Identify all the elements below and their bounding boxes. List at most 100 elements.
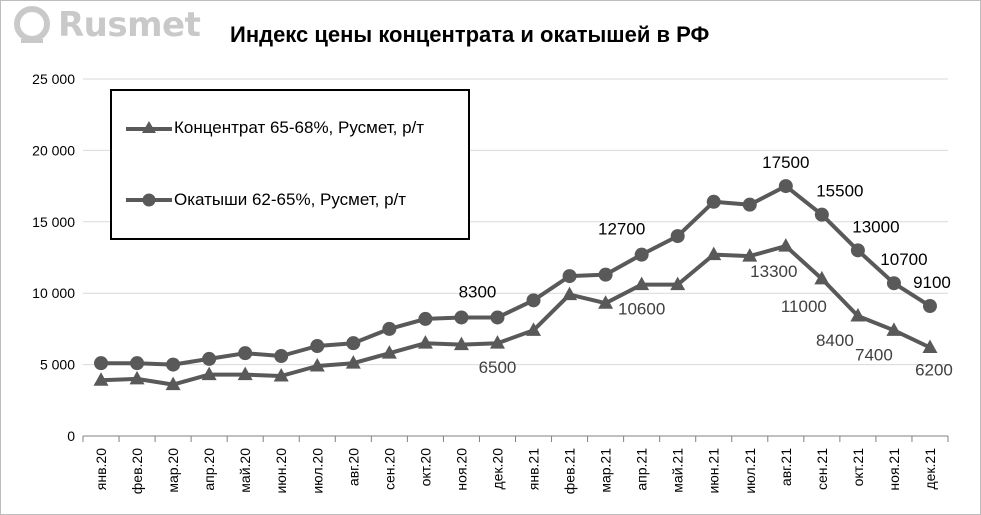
pellets-point [166,357,181,372]
pellets-point [130,356,145,371]
x-tick-label: июл.21 [742,448,758,494]
pellets-point [562,269,577,284]
x-tick-label: авг.21 [778,448,794,486]
pellets-point [238,346,253,361]
concentrate-point [562,286,578,301]
pellets-point [778,179,793,194]
x-tick-label: июн.21 [706,448,722,494]
data-label-concentrate: 11000 [781,297,827,316]
pellets-point [742,197,757,212]
legend-circle-marker-icon [126,193,172,207]
data-label-pellets: 10700 [880,250,927,269]
concentrate-point [417,335,433,349]
concentrate-point [778,238,794,252]
pellets-point [814,207,829,222]
data-label-pellets: 8300 [459,282,497,301]
data-label-pellets: 12700 [598,220,645,239]
concentrate-point [706,246,722,261]
pellets-point [346,336,361,351]
data-label-concentrate: 10600 [618,300,665,319]
pellets-point [922,299,937,314]
data-label-concentrate: 6500 [479,358,517,377]
legend-item-pellets: Окатыши 62-65%, Русмет, р/т [126,190,406,210]
x-tick-label: янв.21 [526,448,542,490]
y-tick-label: 25 000 [32,71,75,87]
pellets-point [310,339,325,354]
x-tick-label: дек.21 [922,448,938,490]
concentrate-point [273,368,289,382]
y-tick-label: 5 000 [40,357,75,373]
pellets-point [670,229,685,244]
pellets-point [490,310,505,325]
pellets-point [526,293,541,308]
data-label-pellets: 17500 [762,153,809,172]
pellets-point [454,310,469,325]
x-tick-label: май.21 [670,448,686,493]
pellets-point [634,247,649,262]
rusmet-logo-icon [14,6,50,43]
data-label-concentrate: 13300 [750,262,797,281]
concentrate-point [345,355,361,369]
concentrate-point [670,276,686,291]
x-tick-label: фев.20 [129,448,145,494]
data-label-pellets: 15500 [816,182,863,201]
rusmet-logo: Rusmet [12,5,201,45]
x-tick-label: янв.20 [93,448,109,490]
x-tick-label: дек.20 [489,448,505,490]
concentrate-point [922,339,938,353]
concentrate-point [381,345,397,359]
legend-label-pellets: Окатыши 62-65%, Русмет, р/т [174,190,407,209]
pellets-point [202,351,217,366]
x-tick-label: авг.20 [345,448,361,486]
x-tick-label: сен.20 [381,448,397,490]
x-tick-label: сен.21 [814,448,830,490]
pellets-point [598,267,613,282]
data-label-pellets: 9100 [913,273,951,292]
pellets-point [382,321,397,336]
x-tick-label: июл.20 [309,448,325,494]
concentrate-point [634,276,650,291]
x-tick-label: апр.21 [634,448,650,491]
x-tick-label: мар.21 [598,448,614,493]
x-tick-label: окт.20 [417,448,433,487]
legend-triangle-marker-icon [126,121,172,133]
pellets-point [850,243,865,258]
legend-item-concentrate: Концентрат 65-68%, Русмет, р/т [126,118,424,138]
concentrate-point [453,336,469,351]
pellets-point [886,276,901,291]
data-label-pellets: 13000 [852,217,899,236]
y-tick-label: 20 000 [32,142,75,158]
pellets-point [94,356,109,371]
x-tick-label: мар.20 [165,448,181,493]
chart-legend: Концентрат 65-68%, Русмет, р/т Окатыши 6… [110,89,470,240]
x-tick-label: ноя.20 [453,448,469,491]
pellets-point [418,311,433,326]
pellets-point [274,349,289,364]
concentrate-point [129,370,145,385]
concentrate-point [814,270,830,285]
concentrate-point [850,308,866,322]
concentrate-point [886,322,902,336]
x-tick-label: апр.20 [201,448,217,491]
concentrate-point [93,372,109,386]
logo-text: Rusmet [58,5,201,45]
x-tick-label: июн.20 [273,448,289,494]
x-tick-label: окт.21 [850,448,866,487]
y-tick-label: 10 000 [32,285,75,301]
concentrate-point [742,248,758,262]
concentrate-point [489,335,505,349]
concentrate-point [201,366,217,381]
data-label-concentrate: 6200 [915,360,953,379]
legend-label-concentrate: Концентрат 65-68%, Русмет, р/т [174,118,425,137]
concentrate-point [526,322,542,336]
chart-title: Индекс цены концентрата и окатышей в РФ [230,22,710,47]
concentrate-point [165,376,181,391]
concentrate-point [309,358,325,372]
x-tick-label: ноя.21 [886,448,902,491]
x-tick-label: май.20 [237,448,253,493]
concentrate-point [237,366,253,381]
x-tick-label: фев.21 [562,448,578,494]
pellets-point [706,194,721,209]
